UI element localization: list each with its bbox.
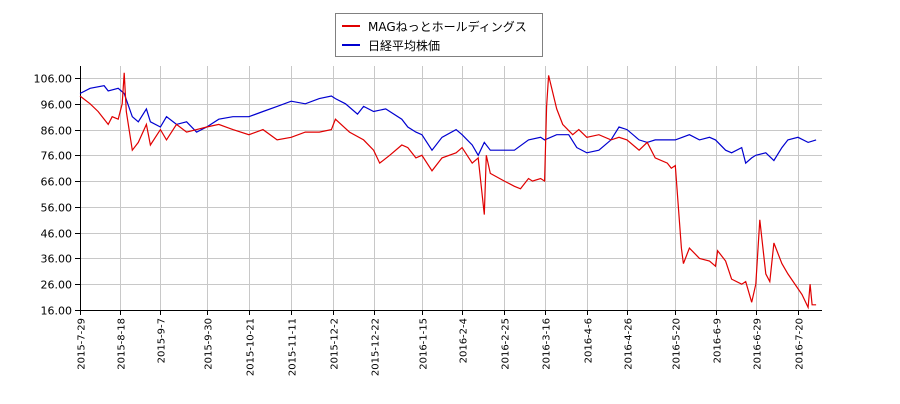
x-tick-label: 2015-9-7 <box>157 318 168 363</box>
x-tick-label: 2016-6-29 <box>753 318 764 370</box>
legend-label-nikkei: 日経平均株価 <box>368 38 441 53</box>
y-tick-label: 96.00 <box>41 99 73 112</box>
x-tick-label: 2015-11-11 <box>288 318 299 376</box>
x-tick-label: 2016-4-26 <box>624 318 635 370</box>
x-tick-label: 2016-6-9 <box>713 318 724 363</box>
chart-legend: MAGねっとホールディングス 日経平均株価 <box>335 13 543 57</box>
legend-item-nikkei: 日経平均株価 <box>342 36 440 54</box>
y-tick-label: 46.00 <box>41 228 73 241</box>
x-tick-label: 2016-1-15 <box>419 318 430 370</box>
x-tick-label: 2015-10-21 <box>246 318 257 376</box>
y-tick-label: 86.00 <box>41 125 73 138</box>
y-tick-label: 66.00 <box>41 176 73 189</box>
x-tick-label: 2016-2-25 <box>501 318 512 370</box>
y-tick-label: 36.00 <box>41 253 73 266</box>
y-tick-label: 56.00 <box>41 202 73 215</box>
x-tick-label: 2016-3-16 <box>542 318 553 370</box>
x-tick-label: 2015-9-30 <box>204 318 215 370</box>
x-tick-label: 2016-7-20 <box>795 318 806 370</box>
legend-swatch-blue <box>342 44 360 46</box>
y-tick-label: 16.00 <box>41 305 73 318</box>
x-tick-label: 2016-4-6 <box>584 318 595 363</box>
legend-item-mag: MAGねっとホールディングス <box>342 17 527 35</box>
x-tick-label: 2015-12-2 <box>330 318 341 370</box>
x-tick-label: 2015-7-29 <box>77 318 88 370</box>
x-tick-label: 2015-12-22 <box>371 318 382 376</box>
x-tick-label: 2015-8-18 <box>117 318 128 370</box>
legend-swatch-red <box>342 25 360 27</box>
x-tick-label: 2016-2-4 <box>459 318 470 363</box>
series-line-nikkei <box>79 85 817 165</box>
legend-label-mag: MAGねっとホールディングス <box>368 19 527 34</box>
series-line-mag <box>79 72 817 310</box>
y-tick-label: 26.00 <box>41 279 73 292</box>
x-tick-label: 2016-5-20 <box>672 318 683 370</box>
y-tick-label: 106.00 <box>34 73 73 86</box>
y-tick-label: 76.00 <box>41 150 73 163</box>
